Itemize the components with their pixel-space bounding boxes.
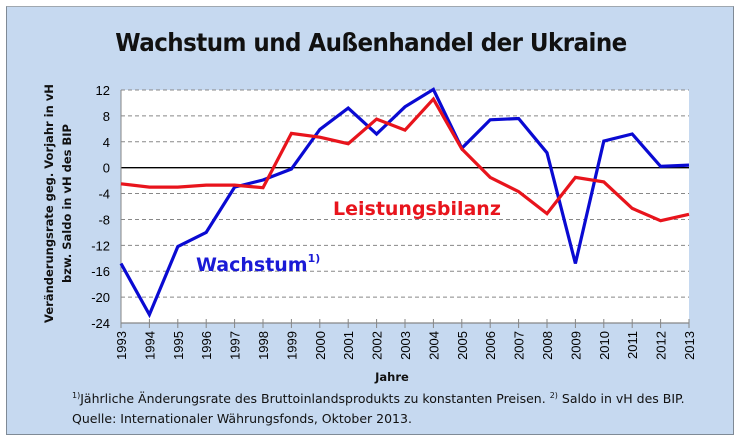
x-axis: 1993 1994 1995 1996 1997 1998 1999 2000 2001 2002…	[114, 90, 697, 360]
y-tick-label: -12	[91, 238, 110, 253]
series-label-wachstum-marker: 1)	[308, 252, 321, 265]
source-note: Quelle: Internationaler Währungsfonds, O…	[72, 411, 412, 426]
series-label-wachstum-text: Wachstum	[196, 254, 308, 276]
y-tick-label: 4	[103, 135, 110, 150]
x-tick-label: 1999	[284, 331, 299, 360]
series-lines	[119, 87, 690, 319]
x-tick-label: 1998	[256, 331, 271, 360]
x-tick-label: 2002	[370, 331, 385, 360]
footnote2-text: Saldo in vH des BIP.	[561, 391, 685, 406]
x-tick-label: 2003	[398, 331, 413, 360]
series-label-wachstum: Wachstum1)	[196, 252, 320, 276]
footnote1-text: Jährliche Änderungsrate des Bruttoinland…	[80, 391, 546, 406]
y-tick-label: -20	[91, 290, 110, 305]
x-tick-label: 2011	[625, 331, 640, 359]
footnote-line: 1)Jährliche Änderungsrate des Bruttoinla…	[72, 391, 685, 406]
x-tick-label: 2004	[426, 331, 441, 360]
x-tick-label: 1996	[199, 331, 214, 360]
x-tick-label: 1997	[228, 331, 243, 360]
x-axis-title: Jahre	[374, 370, 409, 384]
x-tick-label: 2013	[682, 331, 697, 360]
y-tick-label: -24	[91, 316, 110, 331]
x-tick-label: 2006	[483, 331, 498, 360]
y-tick-label: -8	[98, 212, 110, 227]
x-tick-label: 1995	[171, 331, 186, 360]
x-tick-label: 2008	[540, 331, 555, 360]
x-tick-label: 2001	[341, 331, 356, 360]
y-tick-label: 8	[103, 109, 110, 124]
footnote1-marker: 1)	[72, 391, 81, 400]
y-axis-title-line2: bzw. Saldo in vH des BIP	[60, 124, 74, 283]
x-tick-label: 2005	[455, 331, 470, 360]
series-label-leistungsbilanz: Leistungsbilanz	[333, 198, 501, 220]
y-tick-label: 12	[96, 83, 110, 98]
x-tick-label: 2010	[597, 331, 612, 360]
x-tick-label: 2012	[654, 331, 669, 360]
y-tick-label: -16	[91, 264, 110, 279]
y-tick-label: -4	[98, 187, 110, 202]
gridlines	[121, 89, 689, 298]
x-tick-label: 2009	[568, 331, 583, 360]
y-tick-label: 0	[103, 161, 110, 176]
chart-title: Wachstum und Außenhandel der Ukraine	[115, 28, 627, 57]
y-axis-title-line1: Veränderungsrate geg. Vorjahr in vH	[42, 84, 56, 323]
x-tick-label: 2000	[313, 331, 328, 360]
x-tick-label: 1994	[142, 331, 157, 360]
x-tick-label: 1993	[114, 331, 129, 360]
y-axis-ticks: 12 8 4 0 -4 -8 -12 -16 -20 -24	[91, 83, 110, 331]
x-tick-label: 2007	[512, 331, 527, 360]
footnote2-marker: 2)	[549, 391, 558, 400]
